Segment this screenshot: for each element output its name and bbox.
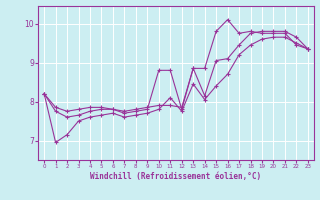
X-axis label: Windchill (Refroidissement éolien,°C): Windchill (Refroidissement éolien,°C) (91, 172, 261, 181)
